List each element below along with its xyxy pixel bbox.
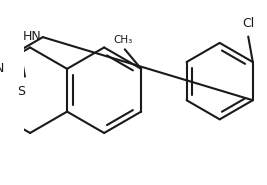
Text: N: N — [0, 62, 4, 75]
Text: Cl: Cl — [242, 17, 254, 30]
Text: HN: HN — [22, 30, 41, 43]
Text: S: S — [17, 85, 25, 97]
Text: CH₃: CH₃ — [113, 35, 133, 45]
